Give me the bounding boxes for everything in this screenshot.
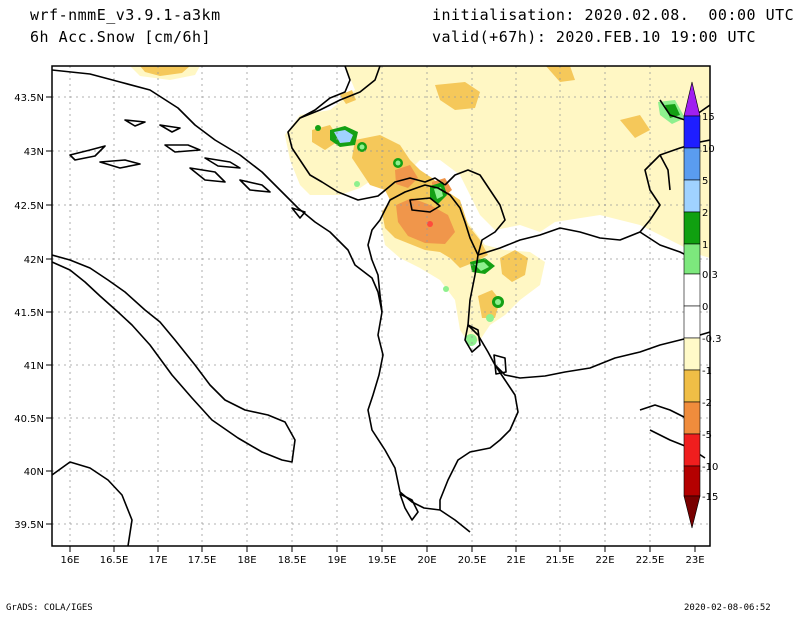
colorbar-box	[683, 433, 701, 467]
colorbar-label: 0	[702, 302, 708, 313]
grads-credit: GrADS: COLA/IGES	[6, 603, 93, 613]
colorbar-box	[683, 243, 701, 275]
colorbar-bottom-triangle	[683, 495, 701, 529]
colorbar-label: 5	[702, 176, 708, 187]
lon-tick-label: 20.5E	[458, 555, 487, 566]
lon-tick-label: 22.5E	[636, 555, 665, 566]
colorbar-label: 1	[702, 240, 708, 251]
coastlines	[52, 69, 706, 546]
lon-tick-label: 19E	[327, 555, 346, 566]
colorbar-box	[683, 465, 701, 497]
lon-tick-label: 23E	[685, 555, 704, 566]
lat-tick-label: 42N	[24, 255, 44, 266]
colorbar-label: 10	[702, 144, 715, 155]
map-frame	[51, 65, 711, 547]
axis-ticks	[46, 96, 696, 552]
field-title: 6h Acc.Snow [cm/6h]	[30, 28, 212, 46]
colorbar-box	[683, 369, 701, 403]
lon-tick-label: 16.5E	[100, 555, 129, 566]
render-timestamp: 2020-02-08-06:52	[684, 603, 771, 613]
lon-tick-label: 17E	[148, 555, 167, 566]
colorbar-label: -5	[702, 430, 712, 441]
colorbar-box	[683, 179, 701, 213]
lon-tick-label: 18.5E	[278, 555, 307, 566]
snow-max-spot	[427, 221, 433, 227]
lat-tick-label: 40.5N	[14, 414, 44, 425]
lat-tick-label: 43.5N	[14, 93, 44, 104]
valid-time: valid(+67h): 2020.FEB.10 19:00 UTC	[432, 28, 757, 46]
colorbar-label: 0.3	[702, 270, 718, 281]
lon-tick-label: 21.5E	[546, 555, 575, 566]
model-title: wrf-nmmE_v3.9.1-a3km	[30, 6, 221, 24]
lon-tick-label: 18E	[237, 555, 256, 566]
lon-tick-label: 17.5E	[188, 555, 217, 566]
colorbar-label: -1	[702, 366, 712, 377]
colorbar-box	[683, 147, 701, 181]
colorbar-label: 15	[702, 112, 715, 123]
colorbar-label: -0.3	[702, 334, 722, 345]
colorbar-label: -10	[702, 462, 718, 473]
color-bar	[683, 81, 701, 529]
lon-tick-label: 19.5E	[368, 555, 397, 566]
color-bar-labels: 15 10 5 2 1 0.3 0 -0.3 -1 -2 -5 -10 -15	[702, 112, 722, 503]
colorbar-label: 2	[702, 208, 708, 219]
lat-tick-label: 41N	[24, 361, 44, 372]
lat-tick-label: 41.5N	[14, 308, 44, 319]
colorbar-box	[683, 305, 701, 339]
colorbar-box	[683, 401, 701, 435]
snow-field	[130, 66, 710, 346]
lon-tick-label: 22E	[595, 555, 614, 566]
colorbar-box	[683, 273, 701, 307]
colorbar-box	[683, 337, 701, 371]
lat-tick-label: 43N	[24, 147, 44, 158]
lat-tick-label: 39.5N	[14, 520, 44, 531]
colorbar-label: -2	[702, 398, 712, 409]
lon-tick-label: 21E	[506, 555, 525, 566]
colorbar-label: -15	[702, 492, 718, 503]
lat-tick-label: 42.5N	[14, 201, 44, 212]
lat-tick-labels: 43.5N 43N 42.5N 42N 41.5N 41N 40.5N 40N …	[14, 93, 44, 531]
init-time: initialisation: 2020.02.08. 00:00 UTC	[432, 6, 795, 24]
lon-tick-labels: 16E 16.5E 17E 17.5E 18E 18.5E 19E 19.5E …	[60, 555, 704, 566]
lon-tick-label: 20E	[417, 555, 436, 566]
lat-tick-label: 40N	[24, 467, 44, 478]
colorbar-box	[683, 115, 701, 149]
colorbar-box	[683, 211, 701, 245]
lon-tick-label: 16E	[60, 555, 79, 566]
